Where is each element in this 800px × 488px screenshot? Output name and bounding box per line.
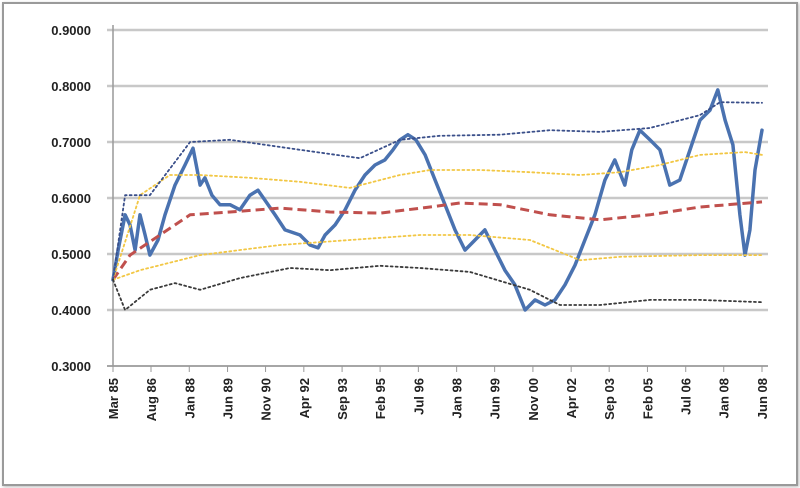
x-tick-label: Mar 85	[106, 378, 121, 419]
x-tick-label: Jan 08	[717, 378, 732, 418]
x-tick-label: Feb 05	[640, 378, 655, 419]
x-tick-label: Aug 86	[144, 378, 159, 421]
x-tick-label: Jun 99	[488, 378, 503, 419]
series	[111, 88, 764, 312]
x-tick-label: Jan 88	[182, 378, 197, 418]
series-line-1	[111, 200, 763, 281]
x-tick-label: Jul 96	[411, 378, 426, 415]
y-tick-label: 0.9000	[51, 23, 91, 38]
x-tick-label: Sep 93	[335, 378, 350, 420]
y-tick-label: 0.7000	[51, 135, 91, 150]
grid	[107, 25, 768, 372]
x-tick-label: Nov 00	[526, 378, 541, 421]
series-line-2	[112, 151, 763, 281]
x-tick-label: Apr 92	[297, 378, 312, 418]
x-tick-label: Apr 02	[564, 378, 579, 418]
series-line-0	[111, 88, 764, 312]
y-tick-label: 0.8000	[51, 79, 91, 94]
y-axis: 0.9000 0.8000 0.7000 0.6000 0.5000 0.4000 0.30…	[51, 23, 91, 374]
x-tick-label: Sep 03	[602, 378, 617, 420]
x-axis: Mar 85 Aug 86 Jan 88 Jun 89 Nov 90 Apr 92 Sep …	[106, 378, 770, 421]
series-line-4	[112, 101, 763, 281]
series-line-5	[112, 264, 763, 311]
y-tick-label: 0.4000	[51, 303, 91, 318]
x-tick-label: Nov 90	[259, 378, 274, 421]
series-line-3	[112, 234, 763, 281]
x-tick-label: Jun 08	[755, 378, 770, 419]
x-tick-label: Jun 89	[221, 378, 236, 419]
x-tick-label: Jul 06	[679, 378, 694, 415]
y-tick-label: 0.3000	[51, 359, 91, 374]
y-tick-label: 0.5000	[51, 247, 91, 262]
x-tick-label: Feb 95	[373, 378, 388, 419]
y-tick-label: 0.6000	[51, 191, 91, 206]
x-tick-label: Jan 98	[450, 378, 465, 418]
